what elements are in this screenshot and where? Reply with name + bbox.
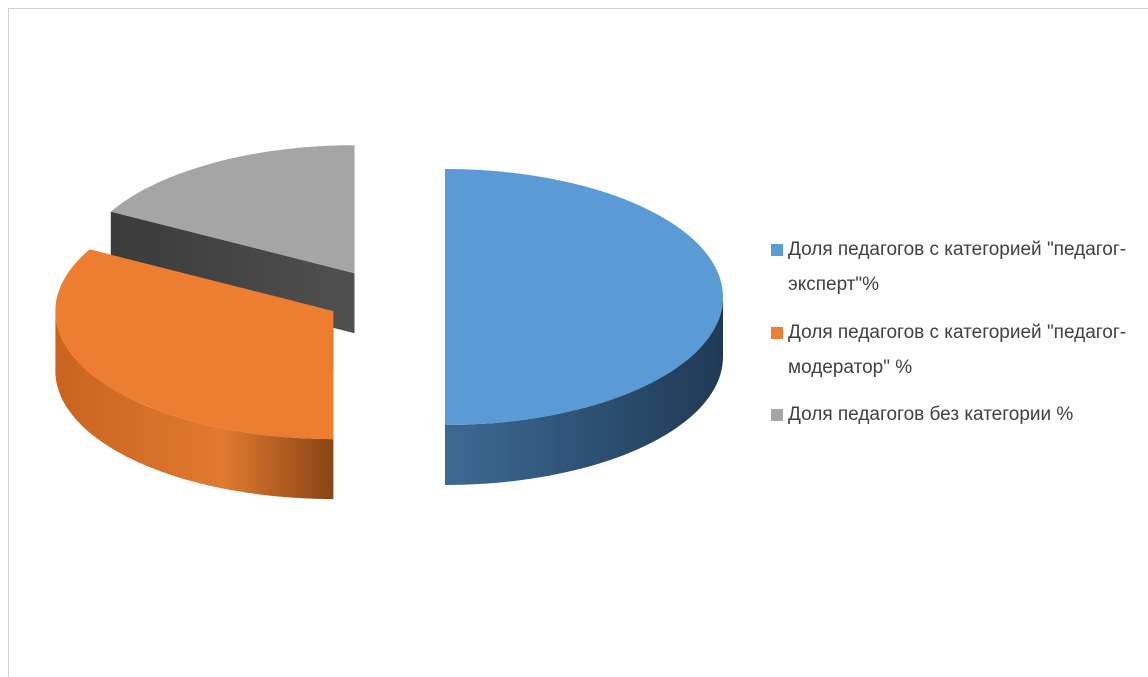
slice-side xyxy=(445,297,723,485)
slice-side xyxy=(55,311,334,500)
chart-border xyxy=(8,8,1148,677)
legend-swatch xyxy=(771,327,783,339)
pie-slice xyxy=(445,169,723,485)
legend-swatch xyxy=(771,409,783,421)
legend-item: Доля педагогов с категорией "педагог-мод… xyxy=(771,315,1131,385)
slice-top xyxy=(55,249,334,440)
legend-label: Доля педагогов с категорией "педагог-мод… xyxy=(788,322,1127,378)
legend-swatch xyxy=(771,244,783,256)
pie-slice xyxy=(55,249,334,500)
legend-item: Доля педагогов без категории % xyxy=(771,397,1131,432)
legend-item: Доля педагогов с категорией "педагог-экс… xyxy=(771,232,1131,302)
slice-top xyxy=(445,169,723,425)
legend-label: Доля педагогов без категории % xyxy=(788,404,1074,425)
legend-label: Доля педагогов с категорией "педагог-экс… xyxy=(788,239,1127,295)
slice-top xyxy=(110,145,355,274)
